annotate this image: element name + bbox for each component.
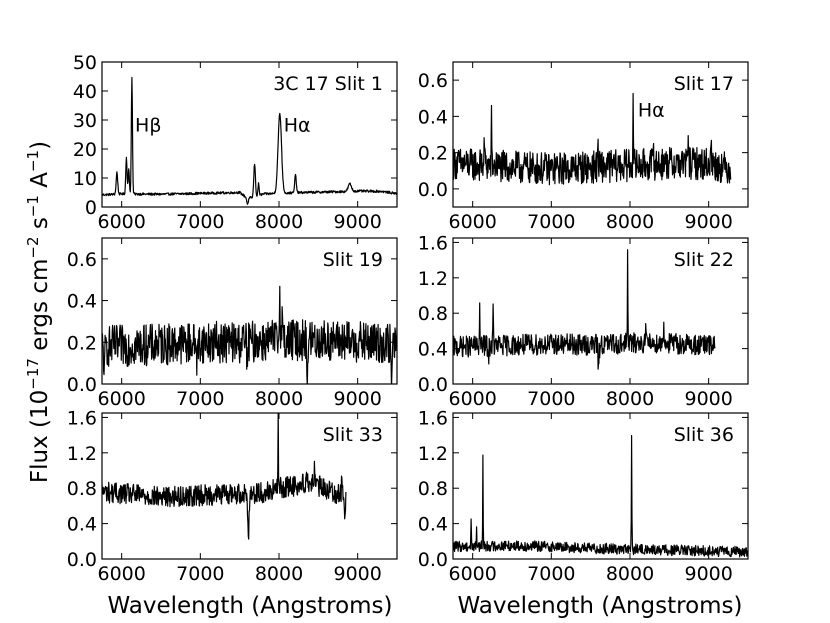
x-axis-title-right: Wavelength (Angstroms) bbox=[457, 593, 742, 619]
panel-4-ytick-label: 1.2 bbox=[418, 268, 448, 290]
panel-1-ytick-label: 50 bbox=[73, 52, 97, 74]
panel-6-ytick-label: 1.2 bbox=[418, 443, 448, 465]
panel-1-label: 3C 17 Slit 1 bbox=[273, 73, 383, 95]
panel-5-xtick-label: 8000 bbox=[255, 563, 303, 585]
panel-6-label: Slit 36 bbox=[674, 424, 734, 446]
panel-1-ytick-label: 10 bbox=[73, 168, 97, 190]
panel-2-annotation: Hα bbox=[638, 99, 665, 121]
panel-3-spectrum-line bbox=[102, 285, 397, 384]
panel-2: 6000 7000 8000 9000 0.0 0.2 0.4 0.6 Slit 17 Hα bbox=[418, 61, 749, 233]
panel-4-ytick-label: 0.0 bbox=[418, 374, 448, 396]
panel-1-xtick-label: 7000 bbox=[176, 211, 224, 233]
panel-3-ytick-label: 0.0 bbox=[67, 374, 97, 396]
y-axis-title-exp2: −2 bbox=[24, 236, 42, 258]
y-axis-title-exp4: −1 bbox=[24, 150, 42, 172]
panel-2-xtick-label: 9000 bbox=[684, 211, 732, 233]
panel-4-xtick-label: 8000 bbox=[606, 388, 654, 410]
panel-6-xtick-label: 6000 bbox=[448, 563, 496, 585]
panel-3-xtick-label: 9000 bbox=[333, 388, 381, 410]
y-axis-title-lead: Flux (10 bbox=[27, 390, 53, 483]
panel-5-xtick-label: 7000 bbox=[176, 563, 224, 585]
panel-5: 6000 7000 8000 9000 0.0 0.4 0.8 1.2 1.6 Slit 33 bbox=[67, 407, 398, 585]
panel-4-spectrum-line bbox=[453, 249, 716, 370]
panel-1-xtick-label: 6000 bbox=[97, 211, 145, 233]
panel-6-ytick-label: 0.8 bbox=[418, 478, 448, 500]
panel-1-ytick-label: 40 bbox=[73, 81, 97, 103]
panel-1-ytick-label: 30 bbox=[73, 110, 97, 132]
panel-2-ytick-label: 0.2 bbox=[418, 143, 448, 165]
panel-3-ytick-label: 0.6 bbox=[67, 249, 97, 271]
panel-4-xtick-label: 7000 bbox=[527, 388, 575, 410]
panel-5-spectrum-line bbox=[102, 413, 347, 540]
panel-6-ytick-label: 0.4 bbox=[418, 514, 448, 536]
panel-1-annotation: Hα bbox=[284, 115, 311, 137]
panel-1-ytick-label: 20 bbox=[73, 139, 97, 161]
x-axis-title-left: Wavelength (Angstroms) bbox=[107, 593, 392, 619]
panel-6: 6000 7000 8000 9000 0.0 0.4 0.8 1.2 1.6 Slit 36 bbox=[418, 407, 749, 585]
panel-4-ytick-label: 1.6 bbox=[418, 232, 448, 254]
y-axis-title-mid3: A bbox=[27, 172, 53, 195]
panel-5-frame bbox=[101, 412, 398, 560]
panel-4-label: Slit 22 bbox=[674, 249, 734, 271]
panels-group: 6000 7000 8000 9000 0 10 20 30 40 50 3C 17 Slit 1 H… bbox=[67, 52, 749, 585]
panel-3-xtick-label: 6000 bbox=[97, 388, 145, 410]
y-axis-title-exp1: −17 bbox=[24, 358, 42, 390]
panel-6-ytick-label: 0.0 bbox=[418, 549, 448, 571]
panel-3-label: Slit 19 bbox=[323, 249, 383, 271]
panel-2-frame bbox=[452, 61, 749, 208]
panel-4: 6000 7000 8000 9000 0.0 0.4 0.8 1.2 1.6 Slit 22 bbox=[418, 232, 749, 410]
panel-4-xtick-label: 9000 bbox=[684, 388, 732, 410]
panel-5-ytick-label: 0.0 bbox=[67, 549, 97, 571]
panel-2-spectrum-line bbox=[453, 92, 732, 186]
panel-1-annotation: Hβ bbox=[135, 115, 161, 137]
panel-3-ytick-label: 0.4 bbox=[67, 291, 97, 313]
y-axis-title-mid2: s bbox=[27, 217, 53, 236]
panel-6-frame bbox=[452, 412, 749, 560]
panel-2-xtick-label: 8000 bbox=[606, 211, 654, 233]
panel-1-spectrum-line bbox=[102, 76, 397, 205]
panel-5-xtick-label: 9000 bbox=[333, 563, 381, 585]
panel-3: 6000 7000 8000 9000 0.0 0.2 0.4 0.6 Slit 19 bbox=[67, 237, 398, 410]
y-axis-title: Flux (10−17 ergs cm−2 s−1 A−1) bbox=[24, 141, 53, 483]
panel-3-frame bbox=[101, 237, 398, 385]
panel-1-xtick-label: 9000 bbox=[333, 211, 381, 233]
y-axis-title-tail: ) bbox=[27, 141, 53, 150]
panel-1-ytick-label: 0 bbox=[85, 197, 97, 219]
panel-1-frame bbox=[101, 61, 398, 208]
panel-2-xtick-label: 6000 bbox=[448, 211, 496, 233]
y-axis-title-mid1: ergs cm bbox=[27, 259, 53, 358]
panel-5-xtick-label: 6000 bbox=[97, 563, 145, 585]
panel-3-xtick-label: 7000 bbox=[176, 388, 224, 410]
panel-2-label: Slit 17 bbox=[674, 73, 734, 95]
panel-6-ytick-label: 1.6 bbox=[418, 407, 448, 429]
panel-6-xtick-label: 8000 bbox=[606, 563, 654, 585]
panel-5-ytick-label: 1.2 bbox=[67, 443, 97, 465]
panel-4-frame bbox=[452, 237, 749, 385]
panel-1-xtick-label: 8000 bbox=[255, 211, 303, 233]
panel-5-ytick-label: 0.4 bbox=[67, 514, 97, 536]
panel-5-ytick-label: 1.6 bbox=[67, 407, 97, 429]
panel-3-ytick-label: 0.2 bbox=[67, 332, 97, 354]
y-axis-title-exp3: −1 bbox=[24, 195, 42, 217]
panel-2-ytick-label: 0.6 bbox=[418, 70, 448, 92]
panel-5-label: Slit 33 bbox=[323, 424, 383, 446]
panel-4-ytick-label: 0.4 bbox=[418, 339, 448, 361]
panel-5-ytick-label: 0.8 bbox=[67, 478, 97, 500]
panel-3-xtick-label: 8000 bbox=[255, 388, 303, 410]
panel-1: 6000 7000 8000 9000 0 10 20 30 40 50 3C 17 Slit 1 H… bbox=[73, 52, 398, 233]
panel-6-spectrum-line bbox=[453, 435, 748, 558]
panel-2-ytick-label: 0.0 bbox=[418, 179, 448, 201]
panel-2-ytick-label: 0.4 bbox=[418, 106, 448, 128]
panel-2-xtick-label: 7000 bbox=[527, 211, 575, 233]
panel-4-ytick-label: 0.8 bbox=[418, 303, 448, 325]
panel-6-xtick-label: 7000 bbox=[527, 563, 575, 585]
panel-4-xtick-label: 6000 bbox=[448, 388, 496, 410]
panel-6-xtick-label: 9000 bbox=[684, 563, 732, 585]
